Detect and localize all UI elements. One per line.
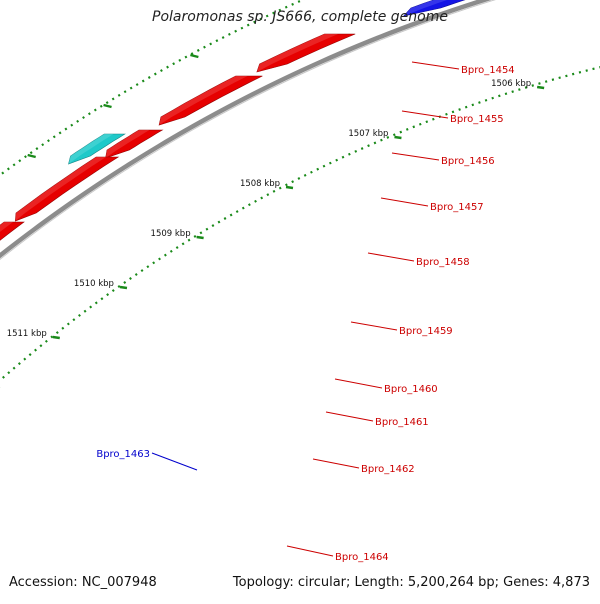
gene-bpro-1458 (0, 221, 25, 241)
leader-line (401, 110, 449, 119)
topology-text: Topology: circular; Length: 5,200,264 bp… (232, 575, 590, 590)
leader-line (367, 252, 415, 262)
outer-tick (27, 153, 36, 159)
tick-label: 1509 kbp (151, 229, 191, 239)
gene-label-text: Bpro_1459 (399, 326, 453, 337)
gene-label-text: Bpro_1462 (361, 464, 415, 475)
gene-label-bpro-1460: Bpro_1460 (334, 378, 438, 395)
inner-tick (119, 285, 128, 290)
gene-label-text: Bpro_1463 (96, 449, 150, 460)
gene-label-bpro-1463: Bpro_1463 (96, 449, 198, 471)
leader-line (286, 545, 334, 557)
outer-ruler (0, 0, 306, 177)
gene-label-bpro-1464: Bpro_1464 (286, 545, 389, 563)
leader-line (334, 378, 383, 389)
gene-bpro-1454 (256, 33, 356, 73)
gene-label-text: Bpro_1461 (375, 417, 429, 428)
inner-tick (285, 185, 294, 190)
gene-blue-top (402, 0, 466, 17)
gene-body (402, 0, 466, 17)
tick-label: 1506 kbp (491, 79, 531, 89)
outer-tick (103, 103, 112, 109)
accession-text: Accession: NC_007948 (9, 575, 157, 590)
leader-line (325, 411, 374, 422)
leader-line (380, 197, 429, 207)
gene-label-text: Bpro_1460 (384, 384, 438, 395)
gene-label-text: Bpro_1464 (335, 552, 389, 563)
map-title: Polaromonas sp. JS666, complete genome (152, 9, 448, 25)
leader-line (151, 452, 198, 471)
gene-label-bpro-1461: Bpro_1461 (325, 411, 429, 428)
inner-tick (536, 85, 545, 90)
leader-line (350, 321, 398, 331)
tick-label: 1510 kbp (74, 279, 114, 289)
gene-label-bpro-1455: Bpro_1455 (401, 110, 504, 125)
inner-tick (196, 235, 204, 240)
gene-label-bpro-1454: Bpro_1454 (411, 61, 515, 76)
gene-label-text: Bpro_1455 (450, 114, 504, 125)
gene-label-text: Bpro_1457 (430, 202, 484, 213)
gene-label-bpro-1456: Bpro_1456 (391, 152, 495, 167)
gene-body (14, 156, 120, 222)
gene-bpro-1455 (158, 75, 263, 126)
backbone-highlight (0, 0, 496, 260)
gene-label-bpro-1457: Bpro_1457 (380, 197, 484, 213)
outer-tick (190, 53, 199, 59)
gene-highlight (403, 0, 448, 16)
leader-line (411, 61, 460, 70)
gene-label-bpro-1458: Bpro_1458 (367, 252, 470, 268)
tick-label: 1508 kbp (240, 179, 280, 189)
leader-line (391, 152, 440, 161)
leader-line (312, 458, 360, 469)
gene-features (0, 0, 466, 241)
backbone-line (0, 0, 492, 259)
gene-highlight (0, 222, 13, 232)
gene-label-bpro-1462: Bpro_1462 (312, 458, 415, 475)
inner-tick (52, 335, 60, 340)
inner-tick (394, 135, 402, 140)
tick-label: 1511 kbp (7, 329, 47, 339)
tick-label: 1507 kbp (348, 129, 388, 139)
genome-backbone (0, 0, 496, 260)
gene-bpro-1457 (14, 156, 120, 222)
gene-label-text: Bpro_1458 (416, 257, 470, 268)
gene-label-text: Bpro_1456 (441, 156, 495, 167)
gene-cyan-1456 (68, 133, 126, 165)
gene-label-text: Bpro_1454 (461, 65, 515, 76)
gene-label-bpro-1459: Bpro_1459 (350, 321, 453, 337)
gene-label-leaders: Bpro_1454 Bpro_1455 Bpro_1456 Bpro_1457 Bpro… (96, 61, 515, 563)
gene-bpro-1456 (105, 129, 164, 159)
